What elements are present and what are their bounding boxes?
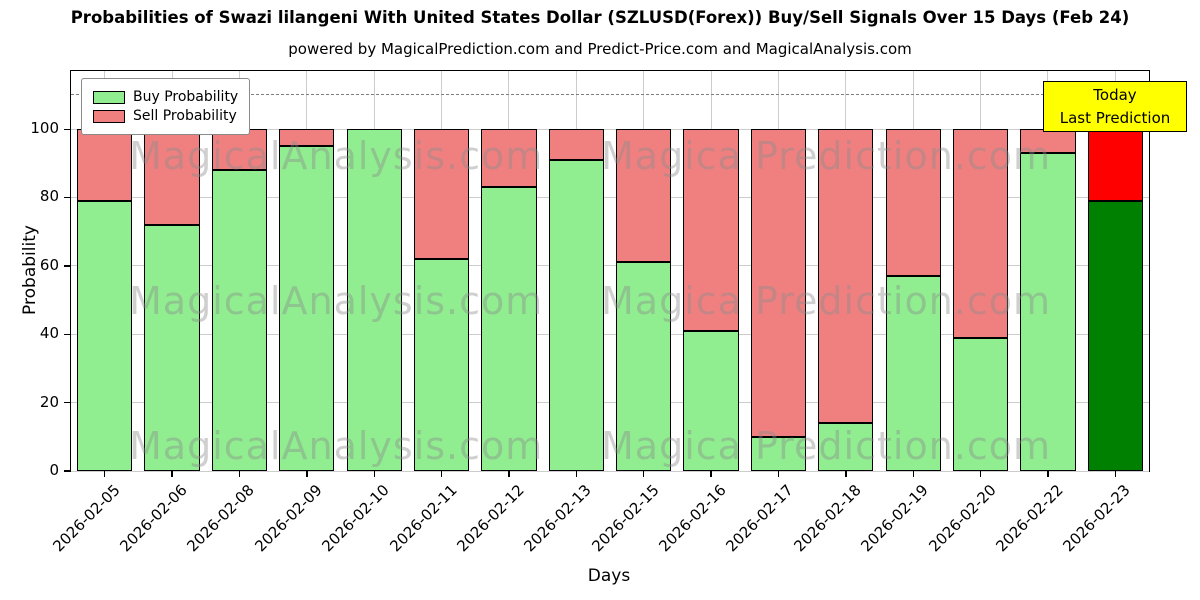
y-tick-mark	[64, 265, 71, 267]
y-gridline	[71, 265, 1149, 267]
x-tick-mark	[979, 471, 982, 477]
x-tick-label: 2026-02-13	[520, 481, 596, 556]
y-gridline	[71, 470, 1149, 472]
x-tick-mark	[575, 471, 577, 477]
buy-color-swatch	[93, 90, 125, 104]
bar-sell-segment	[750, 129, 807, 437]
bar-sell-segment-today	[1087, 129, 1143, 201]
bar-buy-segment	[77, 200, 133, 471]
x-tick-mark	[777, 471, 780, 477]
bar-sell-segment	[413, 129, 470, 260]
y-tick-mark	[64, 128, 71, 130]
bar-sell-segment	[952, 129, 1009, 338]
bar-sell-segment	[885, 129, 941, 277]
bar-buy-segment	[279, 146, 335, 471]
x-tick-mark	[1047, 471, 1049, 477]
x-axis-label: Days	[587, 566, 631, 586]
y-gridline	[71, 333, 1149, 335]
bar-buy-segment	[413, 259, 470, 471]
bar-buy-segment	[952, 337, 1009, 471]
y-gridline	[71, 402, 1149, 404]
bar-buy-segment	[683, 330, 739, 471]
x-tick-mark	[710, 471, 712, 477]
bar-buy-segment	[548, 159, 604, 471]
x-tick-mark	[845, 471, 847, 477]
bar-sell-segment	[144, 129, 200, 225]
bar-buy-segment	[616, 262, 672, 471]
x-tick-label: 2026-02-16	[655, 481, 730, 556]
y-tick-label: 20	[39, 392, 59, 411]
bar-buy-segment	[818, 423, 874, 471]
x-tick-mark	[373, 471, 375, 477]
y-tick-mark	[64, 196, 71, 199]
y-tick-label: 80	[39, 187, 59, 206]
bar-buy-segment	[346, 129, 402, 471]
bar-sell-segment	[683, 129, 739, 331]
x-tick-mark	[912, 471, 914, 477]
x-tick-label: 2026-02-18	[790, 481, 865, 556]
bar-sell-segment	[279, 129, 335, 147]
bar-sell-segment	[211, 129, 268, 171]
y-tick-label: 0	[49, 461, 59, 479]
bar-sell-segment	[481, 129, 537, 188]
y-gridline	[71, 128, 1149, 130]
y-tick-label: 40	[39, 324, 59, 343]
x-tick-label: 2026-02-17	[722, 481, 798, 556]
x-tick-label: 2026-02-22	[992, 481, 1067, 556]
bar-buy-segment	[211, 170, 268, 471]
y-tick-label: 60	[39, 255, 59, 274]
bar-sell-segment	[77, 129, 133, 201]
legend: Buy Probability Sell Probability	[81, 78, 251, 135]
x-tick-mark	[104, 471, 106, 477]
x-tick-mark	[1114, 471, 1116, 477]
y-tick-mark	[64, 470, 71, 472]
x-tick-label: 2026-02-20	[924, 481, 1000, 556]
x-tick-label: 2026-02-11	[385, 481, 461, 556]
x-tick-mark	[643, 471, 645, 477]
threshold-dashed-line	[71, 93, 1149, 95]
chart-subtitle: powered by MagicalPrediction.com and Pre…	[288, 40, 912, 58]
y-tick-mark	[64, 402, 71, 404]
x-tick-label: 2026-02-12	[453, 481, 528, 556]
legend-item-buy: Buy Probability	[93, 89, 238, 105]
today-last-prediction-label: Today Last Prediction	[1043, 81, 1187, 132]
bar-buy-segment-today	[1087, 200, 1143, 471]
x-tick-label: 2026-02-23	[1059, 481, 1135, 556]
x-tick-mark	[171, 471, 173, 477]
x-tick-label: 2026-02-06	[116, 481, 191, 556]
bar-sell-segment	[616, 129, 672, 263]
today-label-line1: Today	[1093, 86, 1137, 104]
x-tick-label: 2026-02-05	[49, 481, 124, 556]
legend-label-sell: Sell Probability	[133, 108, 237, 124]
y-gridline	[71, 196, 1149, 198]
legend-item-sell: Sell Probability	[93, 108, 238, 124]
today-label-line2: Last Prediction	[1059, 108, 1171, 127]
chart-title: Probabilities of Swazi lilangeni With Un…	[70, 8, 1130, 27]
x-tick-mark	[238, 471, 241, 477]
y-tick-label: 100	[30, 119, 59, 138]
x-tick-label: 2026-02-19	[857, 481, 932, 556]
bar-sell-segment	[548, 129, 604, 160]
x-tick-label: 2026-02-10	[318, 481, 393, 556]
x-tick-mark	[306, 471, 308, 477]
bar-sell-segment	[1020, 129, 1076, 154]
y-tick-mark	[64, 333, 71, 335]
bar-buy-segment	[1020, 153, 1076, 471]
bar-sell-segment	[818, 129, 874, 424]
bar-buy-segment	[481, 187, 537, 471]
sell-color-swatch	[93, 109, 125, 123]
x-tick-label: 2026-02-09	[251, 481, 326, 556]
x-tick-mark	[508, 471, 510, 477]
x-tick-mark	[440, 471, 443, 477]
bar-buy-segment	[750, 436, 807, 471]
bar-buy-segment	[144, 224, 200, 471]
bar-buy-segment	[885, 276, 941, 471]
legend-label-buy: Buy Probability	[133, 89, 239, 105]
x-tick-label: 2026-02-08	[183, 481, 259, 556]
